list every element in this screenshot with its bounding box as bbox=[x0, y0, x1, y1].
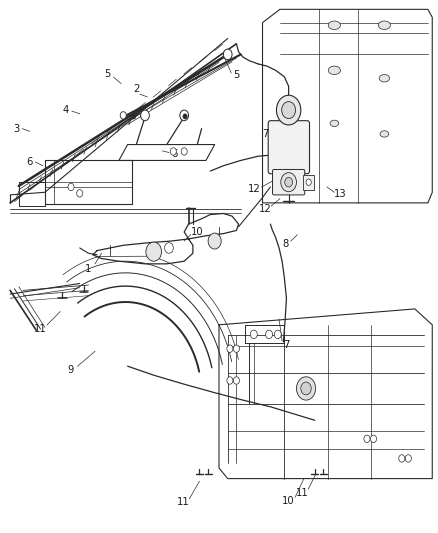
Circle shape bbox=[170, 148, 177, 155]
Circle shape bbox=[165, 243, 173, 253]
Text: 10: 10 bbox=[191, 227, 204, 237]
Circle shape bbox=[399, 455, 405, 462]
Text: 10: 10 bbox=[283, 496, 295, 506]
Circle shape bbox=[227, 345, 233, 352]
Circle shape bbox=[301, 382, 311, 395]
Text: 13: 13 bbox=[334, 189, 346, 199]
Circle shape bbox=[77, 190, 83, 197]
Text: 6: 6 bbox=[171, 149, 178, 158]
Circle shape bbox=[146, 242, 162, 261]
Text: 9: 9 bbox=[68, 365, 74, 375]
Circle shape bbox=[265, 330, 272, 338]
Text: 11: 11 bbox=[34, 324, 47, 334]
Text: 12: 12 bbox=[248, 184, 261, 194]
Circle shape bbox=[371, 435, 377, 442]
Text: 3: 3 bbox=[13, 124, 19, 134]
Ellipse shape bbox=[328, 66, 340, 75]
Circle shape bbox=[180, 110, 188, 120]
Circle shape bbox=[131, 114, 136, 119]
Ellipse shape bbox=[330, 120, 339, 126]
Circle shape bbox=[297, 377, 316, 400]
Text: 12: 12 bbox=[259, 204, 272, 214]
Circle shape bbox=[274, 330, 281, 338]
FancyBboxPatch shape bbox=[272, 169, 305, 195]
Circle shape bbox=[141, 110, 149, 120]
Circle shape bbox=[282, 102, 296, 118]
Circle shape bbox=[233, 345, 240, 352]
Text: 7: 7 bbox=[283, 340, 290, 350]
Text: 8: 8 bbox=[282, 239, 288, 249]
Circle shape bbox=[227, 377, 233, 384]
Circle shape bbox=[68, 183, 74, 191]
Text: 5: 5 bbox=[104, 69, 111, 79]
Ellipse shape bbox=[379, 75, 390, 82]
Bar bbox=[304, 175, 314, 190]
Text: 1: 1 bbox=[85, 264, 92, 274]
Text: 2: 2 bbox=[133, 84, 139, 94]
Circle shape bbox=[276, 95, 301, 125]
Circle shape bbox=[233, 377, 240, 384]
Text: 4: 4 bbox=[63, 104, 69, 115]
Circle shape bbox=[306, 179, 311, 185]
Text: 5: 5 bbox=[233, 70, 240, 80]
Circle shape bbox=[208, 233, 221, 249]
Ellipse shape bbox=[378, 21, 391, 29]
Circle shape bbox=[251, 330, 257, 338]
Text: 7: 7 bbox=[262, 129, 268, 139]
Ellipse shape bbox=[328, 21, 340, 29]
Circle shape bbox=[181, 148, 187, 155]
Circle shape bbox=[223, 49, 232, 60]
Circle shape bbox=[120, 112, 126, 119]
Text: 6: 6 bbox=[26, 157, 32, 167]
Text: 11: 11 bbox=[296, 488, 309, 498]
Circle shape bbox=[285, 177, 293, 187]
Circle shape bbox=[364, 435, 370, 442]
Circle shape bbox=[405, 455, 411, 462]
Text: 11: 11 bbox=[177, 497, 190, 507]
Ellipse shape bbox=[380, 131, 389, 137]
Circle shape bbox=[281, 173, 297, 192]
FancyBboxPatch shape bbox=[268, 120, 310, 174]
Circle shape bbox=[183, 114, 187, 119]
